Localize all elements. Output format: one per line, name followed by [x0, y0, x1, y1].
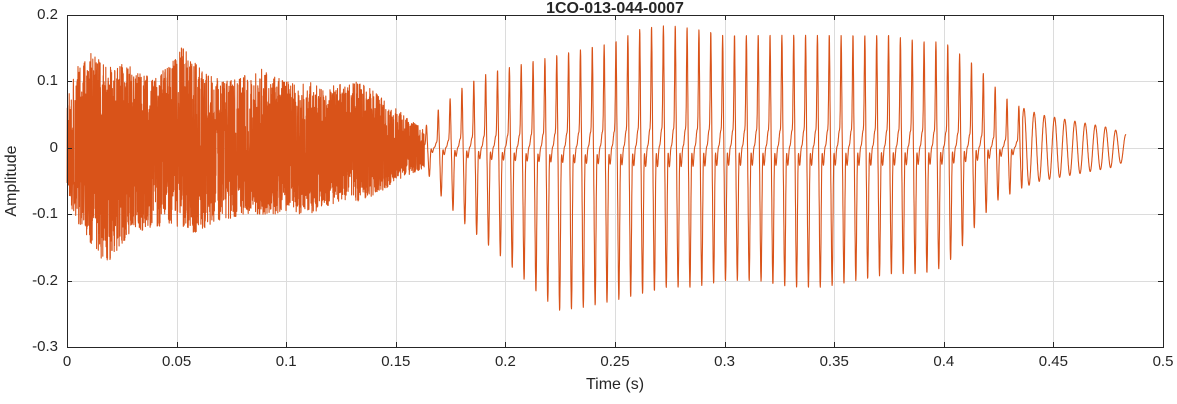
x-tick-label: 0.5 [1152, 353, 1174, 370]
x-tick-label: 0.45 [1038, 353, 1068, 370]
x-tick-label: 0.35 [819, 353, 849, 370]
x-tick-label: 0.4 [933, 353, 955, 370]
y-tick-label: -0.3 [32, 338, 58, 355]
x-tick-label: 0.1 [275, 353, 297, 370]
y-tick-label: 0.1 [37, 72, 58, 90]
y-tick-label: 0.2 [37, 6, 58, 23]
y-tick-label: -0.2 [32, 271, 58, 289]
x-tick-label: 0.2 [494, 353, 516, 370]
chart-title: 1CO-013-044-0007 [546, 0, 684, 17]
x-tick-label: 0.3 [714, 353, 736, 370]
x-axis-label: Time (s) [585, 376, 645, 393]
x-tick-label: 0.15 [381, 353, 411, 370]
x-tick-label: 0.05 [161, 353, 192, 370]
waveform-line [66, 25, 1127, 311]
y-tick-label: 0 [49, 138, 58, 156]
x-tick-label: 0.25 [600, 353, 630, 370]
y-tick-label: -0.1 [32, 205, 58, 223]
x-tick-label: 0 [62, 353, 72, 370]
